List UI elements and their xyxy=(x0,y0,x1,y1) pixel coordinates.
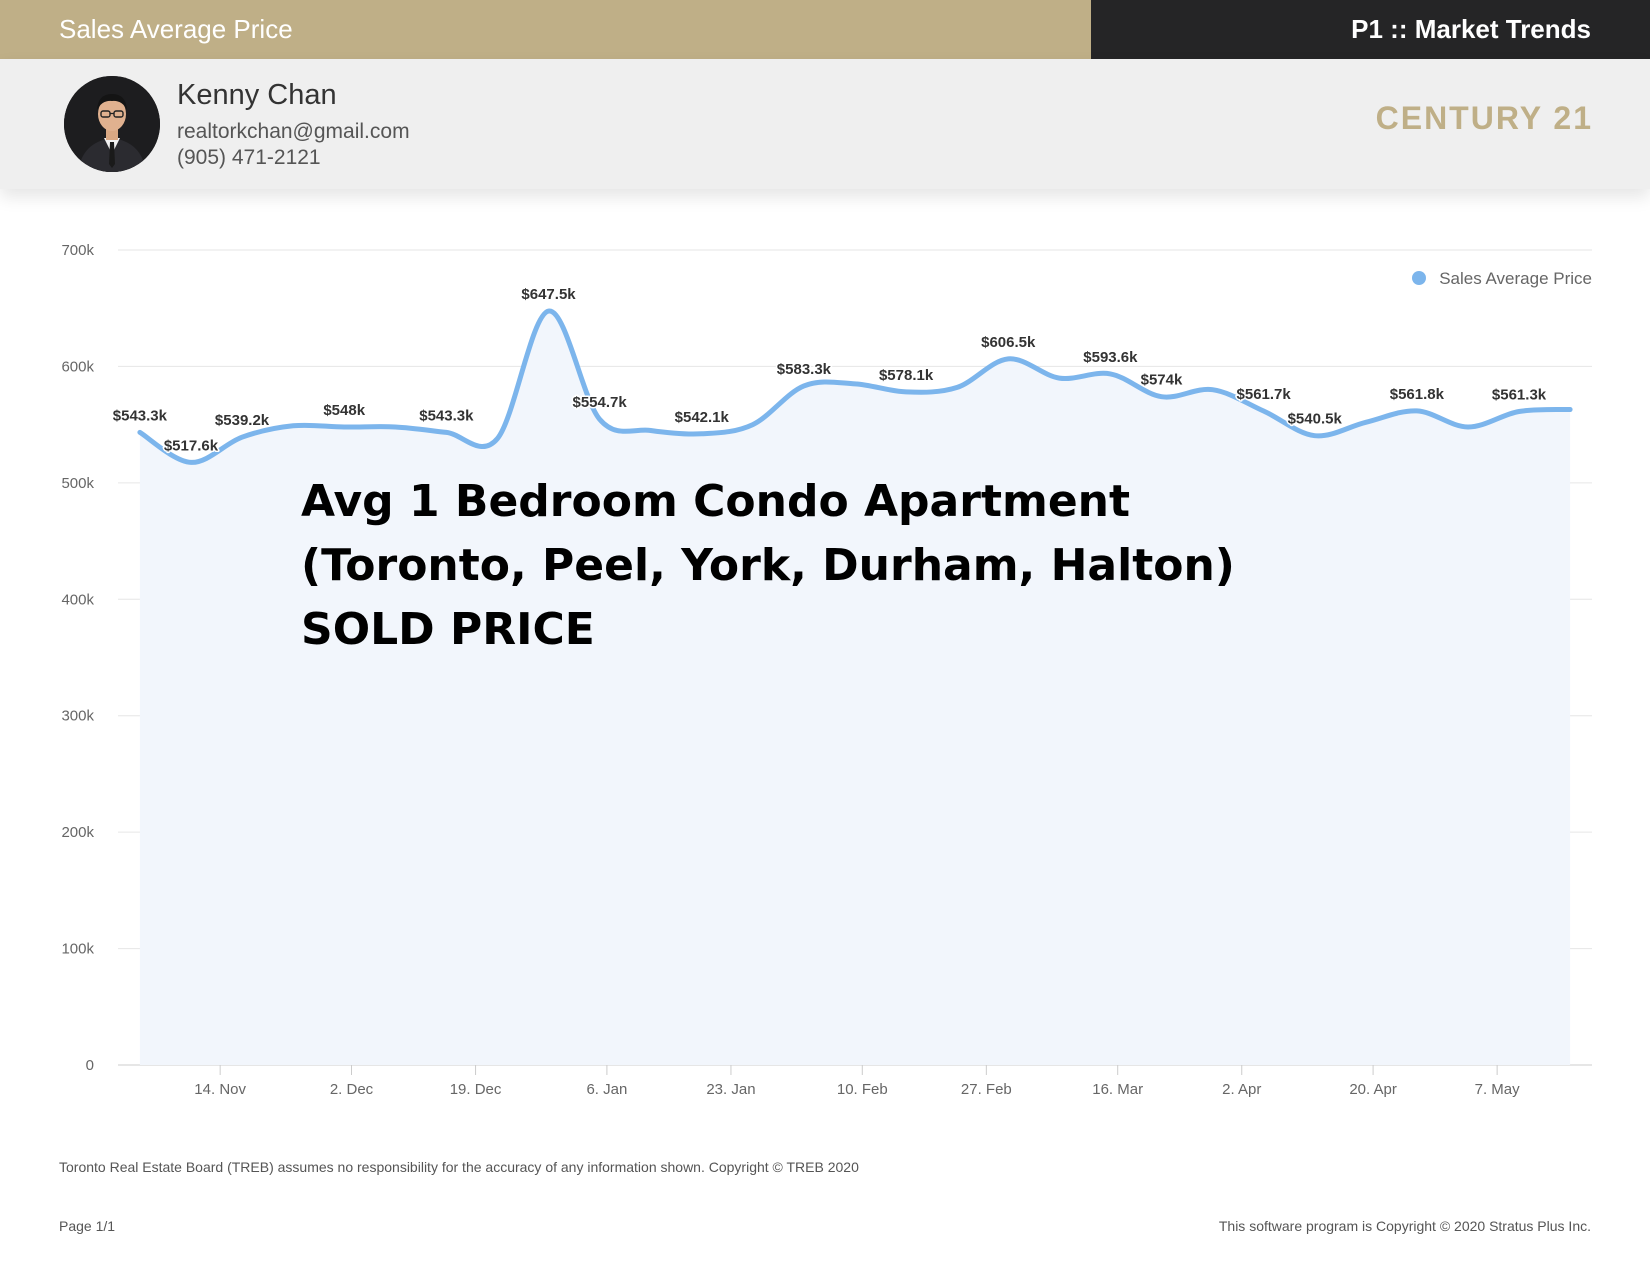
y-tick-label: 500k xyxy=(61,475,94,492)
data-point xyxy=(904,390,908,394)
data-label: $561.7k xyxy=(1237,386,1292,403)
agent-name: Kenny Chan xyxy=(177,79,337,111)
data-point xyxy=(291,424,295,428)
data-point xyxy=(1517,409,1521,413)
data-point xyxy=(700,432,704,436)
y-tick-label: 600k xyxy=(61,358,94,375)
data-label: $540.5k xyxy=(1288,411,1343,428)
data-point xyxy=(1159,395,1163,399)
data-point xyxy=(1466,425,1470,429)
data-point xyxy=(1313,434,1317,438)
data-label: $539.2k xyxy=(215,412,270,429)
data-point xyxy=(1057,376,1061,380)
data-labels: $543.3k $517.6k $539.2k $548k $543.3k $647.5k… xyxy=(111,285,1572,464)
data-label: $554.7k xyxy=(572,394,627,411)
data-point xyxy=(393,425,397,429)
series-area xyxy=(137,308,1573,1065)
page-label: P1 :: Market Trends xyxy=(1351,14,1591,44)
person-portrait-icon xyxy=(64,76,160,172)
series-area-fill xyxy=(139,311,1571,1065)
x-tick-label: 16. Mar xyxy=(1092,1081,1143,1098)
data-point xyxy=(444,430,448,434)
x-tick-label: 23. Jan xyxy=(706,1081,755,1098)
report-title: Sales Average Price xyxy=(59,14,293,44)
data-label: $543.3k xyxy=(113,407,168,424)
top-bar: Sales Average Price P1 :: Market Trends xyxy=(0,0,1650,59)
legend-item[interactable]: Sales Average Price xyxy=(1412,269,1592,288)
y-tick-label: 100k xyxy=(61,941,94,958)
data-label: $583.3k xyxy=(777,361,832,378)
data-point xyxy=(342,425,346,429)
data-point xyxy=(853,382,857,386)
data-label: $542.1k xyxy=(675,409,730,426)
agent-header: Kenny Chan realtorkchan@gmail.com (905) … xyxy=(0,59,1650,189)
y-tick-label: 300k xyxy=(61,708,94,725)
chart-annotation: Avg 1 Bedroom Condo Apartment (Toronto, … xyxy=(301,476,1235,655)
legend[interactable]: Sales Average Price xyxy=(1412,269,1592,288)
x-tick-label: 20. Apr xyxy=(1349,1081,1397,1098)
data-point xyxy=(1364,420,1368,424)
x-tick-label: 14. Nov xyxy=(194,1081,246,1098)
data-label: $606.5k xyxy=(981,334,1036,351)
data-point xyxy=(547,309,551,313)
legend-label: Sales Average Price xyxy=(1439,269,1592,288)
report-title-bar: Sales Average Price xyxy=(0,0,1091,59)
agent-email: realtorkchan@gmail.com xyxy=(177,120,410,143)
data-point xyxy=(1108,372,1112,376)
data-point xyxy=(1568,408,1572,412)
agent-phone: (905) 471-2121 xyxy=(177,146,321,169)
data-point xyxy=(1211,388,1215,392)
software-copyright: This software program is Copyright © 202… xyxy=(1218,1218,1591,1234)
x-axis: 14. Nov 2. Dec 19. Dec 6. Jan 23. Jan 10. Feb… xyxy=(194,1065,1520,1098)
x-tick-label: 7. May xyxy=(1475,1081,1521,1098)
data-point xyxy=(598,417,602,421)
legend-marker-icon xyxy=(1412,271,1426,285)
x-tick-label: 2. Apr xyxy=(1222,1081,1261,1098)
x-tick-label: 6. Jan xyxy=(586,1081,627,1098)
data-point xyxy=(495,437,499,441)
data-point xyxy=(1415,409,1419,413)
series-line xyxy=(137,308,1573,465)
data-point xyxy=(1006,357,1010,361)
data-label: $578.1k xyxy=(879,367,934,384)
data-label: $517.6k xyxy=(164,437,219,454)
data-label: $593.6k xyxy=(1083,349,1138,366)
y-tick-label: 400k xyxy=(61,591,94,608)
data-point xyxy=(751,423,755,427)
sales-average-price-chart: 14. Nov 2. Dec 19. Dec 6. Jan 23. Jan 10. Feb… xyxy=(61,242,1592,1098)
y-tick-label: 200k xyxy=(61,824,94,841)
data-point xyxy=(802,384,806,388)
x-tick-label: 2. Dec xyxy=(330,1081,374,1098)
y-tick-label: 0 xyxy=(86,1057,94,1074)
x-tick-label: 27. Feb xyxy=(961,1081,1012,1098)
data-label: $548k xyxy=(323,402,365,419)
data-point xyxy=(955,385,959,389)
footer-disclaimer: Toronto Real Estate Board (TREB) assumes… xyxy=(59,1159,859,1175)
y-tick-label: 700k xyxy=(61,242,94,259)
data-label: $543.3k xyxy=(419,407,474,424)
brand-logo: CENTURY 21 xyxy=(1375,100,1593,136)
y-axis: 0 100k 200k 300k 400k 500k 600k 700k xyxy=(61,242,94,1074)
data-point xyxy=(1262,409,1266,413)
x-tick-label: 10. Feb xyxy=(837,1081,888,1098)
data-point xyxy=(649,428,653,432)
data-label: $574k xyxy=(1141,372,1183,389)
page-number: Page 1/1 xyxy=(59,1218,116,1234)
data-point xyxy=(240,435,244,439)
data-point xyxy=(138,430,142,434)
data-label: $561.8k xyxy=(1390,386,1445,403)
x-tick-label: 19. Dec xyxy=(450,1081,502,1098)
page-label-bar: P1 :: Market Trends xyxy=(1091,0,1650,59)
data-label: $561.3k xyxy=(1492,386,1547,403)
data-point xyxy=(189,460,193,464)
data-label: $647.5k xyxy=(521,286,576,303)
avatar xyxy=(64,76,160,172)
